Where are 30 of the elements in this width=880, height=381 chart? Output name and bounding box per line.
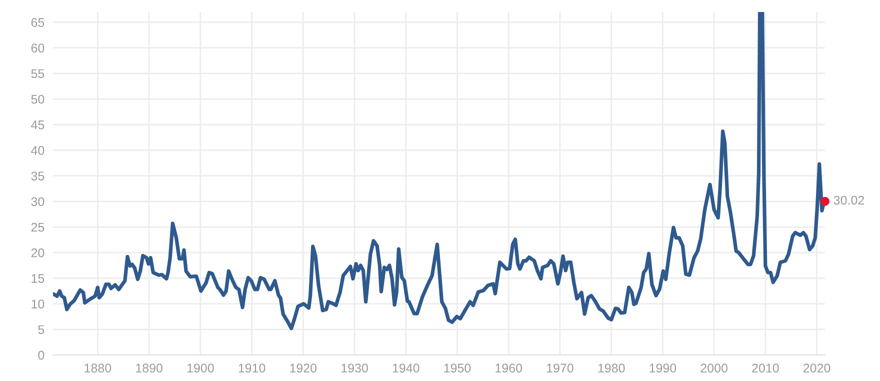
x-tick-label: 1990 xyxy=(650,364,676,373)
y-tick-label: 65 xyxy=(31,18,44,27)
x-tick-label: 1910 xyxy=(238,364,266,373)
x-tick-label: 1940 xyxy=(392,364,420,373)
x-tick-label: 1890 xyxy=(136,364,162,373)
x-tick-label: 2000 xyxy=(700,364,728,373)
y-tick-label: 10 xyxy=(32,300,44,308)
y-tick-label: 35 xyxy=(31,172,44,180)
x-tick-label: 1960 xyxy=(496,364,522,373)
x-tick-label: 1900 xyxy=(187,364,214,373)
y-tick-label: 25 xyxy=(31,222,44,232)
y-tick-label: 50 xyxy=(31,94,44,104)
y-tick-label: 20 xyxy=(31,248,44,258)
y-tick-label: 55 xyxy=(31,69,44,78)
x-tick-label: 1880 xyxy=(84,364,112,373)
x-tick-label: 2010 xyxy=(752,364,779,373)
y-tick-label: 15 xyxy=(32,274,44,283)
x-tick-label: 1930 xyxy=(342,364,368,373)
x-tick-label: 1980 xyxy=(598,364,625,373)
y-tick-label: 30 xyxy=(31,197,44,206)
y-tick-label: 5 xyxy=(38,325,44,334)
x-tick-label: 1920 xyxy=(290,364,317,373)
y-tick-label: 60 xyxy=(31,44,44,52)
x-tick-label: 1970 xyxy=(547,364,574,373)
data-label: 30.02 xyxy=(834,196,864,205)
y-tick-label: 40 xyxy=(31,146,44,155)
x-tick-label: 1950 xyxy=(444,364,471,373)
y-tick-label: 0 xyxy=(38,350,44,360)
y-tick-label: 45 xyxy=(31,120,44,130)
x-tick-label: 2020 xyxy=(804,364,830,373)
